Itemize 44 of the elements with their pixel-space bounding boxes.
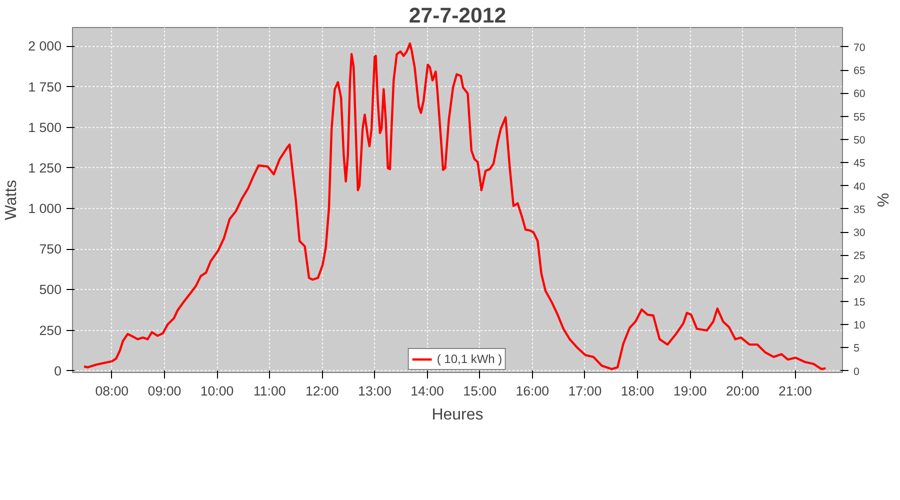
x-axis-title: Heures [432,406,484,424]
y-axis-title: Watts [3,180,20,220]
y2-tick-label: 5 [854,342,860,355]
y2-tick-label: 35 [854,204,866,216]
x-tick-label: 10:00 [200,384,234,398]
x-tick-label: 11:00 [253,384,286,398]
y-tick-label: 0 [54,363,62,378]
y-tick-label: 250 [39,322,62,338]
y2-tick-label: 70 [854,42,866,54]
x-tick-label: 09:00 [148,384,182,398]
line-series [82,42,827,370]
x-tick-label: 12:00 [305,384,339,398]
x-tick-label: 17:00 [568,384,602,398]
y2-tick-label: 65 [854,65,866,78]
x-tick-label: 13:00 [358,384,392,398]
y2-axis-title: % [873,192,890,208]
x-tick-label: 18:00 [620,384,654,398]
x-tick-label: 21:00 [778,384,812,398]
x-tick-label: 14:00 [410,384,444,398]
y2-tick-label: 20 [854,273,866,286]
y2-tick-label: 45 [854,158,866,170]
y2-tick-label: 50 [854,134,866,146]
y2-tick-label: 15 [854,296,866,308]
y2-tick-label: 0 [854,366,860,378]
y2-tick-label: 30 [854,227,866,240]
y2-tick-label: 60 [854,88,866,100]
y-tick-label: 1 000 [28,201,62,216]
y2-tick-label: 25 [854,250,866,262]
x-tick-label: 20:00 [726,384,760,398]
y-tick-label: 750 [39,242,62,257]
chart-title: 27-7-2012 [408,4,506,28]
y-tick-label: 2 000 [28,38,62,54]
y-tick-label: 1 250 [28,160,62,176]
y2-tick-label: 10 [854,320,866,332]
y-tick-label: 500 [39,282,62,298]
legend-label: ( 10,1 kWh ) [436,352,502,366]
y2-tick-label: 40 [854,180,866,193]
x-tick-label: 16:00 [516,384,550,398]
y-tick-label: 1 750 [28,79,62,94]
x-tick-label: 15:00 [463,384,497,398]
x-tick-label: 19:00 [673,384,707,398]
y-tick-label: 1 500 [28,120,62,135]
y2-tick-label: 55 [854,111,866,124]
x-tick-label: 08:00 [95,384,129,398]
